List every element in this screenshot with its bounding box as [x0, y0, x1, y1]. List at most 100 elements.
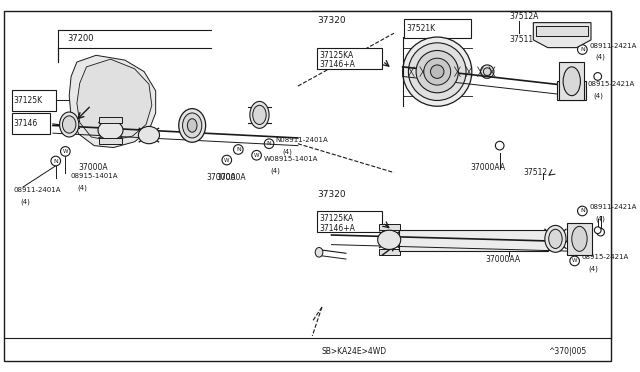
Text: 37512A: 37512A [509, 12, 539, 21]
Text: 37146+A: 37146+A [319, 224, 355, 233]
Circle shape [577, 206, 587, 216]
Text: 08911-2421A: 08911-2421A [589, 43, 636, 49]
Text: N: N [267, 141, 271, 146]
Text: (4): (4) [20, 198, 30, 205]
Ellipse shape [408, 43, 466, 100]
Text: 08915-2421A: 08915-2421A [587, 81, 634, 87]
Polygon shape [209, 81, 257, 130]
Ellipse shape [483, 68, 491, 76]
Text: 37512: 37512 [524, 168, 548, 177]
Text: N: N [580, 208, 585, 214]
Ellipse shape [563, 67, 580, 96]
Ellipse shape [315, 247, 323, 257]
Circle shape [264, 139, 274, 148]
Polygon shape [404, 19, 471, 38]
Ellipse shape [403, 37, 472, 106]
Text: 37146+A: 37146+A [319, 60, 355, 70]
Text: W: W [63, 149, 68, 154]
Ellipse shape [416, 51, 458, 93]
Text: N: N [53, 158, 58, 164]
Text: 37125KA: 37125KA [319, 214, 353, 223]
Polygon shape [399, 230, 548, 251]
Text: (4): (4) [588, 265, 598, 272]
Text: W: W [578, 86, 583, 90]
Text: W: W [572, 259, 577, 263]
Text: 37320: 37320 [317, 16, 346, 25]
Text: (4): (4) [77, 185, 87, 191]
Circle shape [594, 73, 602, 80]
Text: 37200: 37200 [67, 35, 94, 44]
Ellipse shape [431, 65, 444, 78]
Ellipse shape [188, 119, 197, 132]
Text: 37320: 37320 [317, 190, 346, 199]
Polygon shape [99, 138, 122, 144]
Polygon shape [536, 26, 588, 36]
Text: W08915-1401A: W08915-1401A [264, 156, 319, 162]
Text: SB>KA24E>4WD: SB>KA24E>4WD [322, 347, 387, 356]
Ellipse shape [481, 65, 494, 78]
Ellipse shape [138, 126, 159, 144]
Circle shape [51, 156, 61, 166]
Text: ^370|005: ^370|005 [548, 347, 586, 356]
Text: 37000A: 37000A [216, 173, 246, 182]
Text: N: N [236, 147, 241, 152]
Text: 37000A: 37000A [207, 173, 236, 182]
Ellipse shape [98, 121, 123, 140]
Text: 08911-2421A: 08911-2421A [589, 204, 636, 210]
Text: 37000AA: 37000AA [471, 163, 506, 172]
Circle shape [570, 256, 579, 266]
Ellipse shape [424, 58, 451, 85]
Text: (4): (4) [594, 92, 604, 99]
Polygon shape [161, 67, 223, 132]
Text: 08915-1401A: 08915-1401A [70, 173, 118, 179]
Text: 08911-2401A: 08911-2401A [13, 187, 61, 193]
Text: 37000A: 37000A [79, 163, 108, 172]
Polygon shape [317, 211, 383, 232]
Polygon shape [12, 90, 56, 111]
Ellipse shape [63, 116, 76, 133]
Polygon shape [4, 11, 611, 361]
Circle shape [596, 228, 604, 236]
Polygon shape [567, 222, 592, 255]
Text: 37146: 37146 [13, 119, 38, 128]
Polygon shape [379, 249, 400, 255]
Text: (4): (4) [596, 215, 605, 222]
Ellipse shape [250, 102, 269, 128]
Text: (4): (4) [270, 167, 280, 174]
Ellipse shape [253, 105, 266, 125]
Polygon shape [63, 48, 171, 158]
Circle shape [252, 150, 261, 160]
Polygon shape [557, 81, 586, 100]
Polygon shape [69, 55, 156, 148]
Text: (4): (4) [596, 54, 605, 61]
Text: 37125K: 37125K [13, 96, 43, 105]
Text: (4): (4) [282, 148, 292, 155]
Circle shape [575, 83, 585, 93]
Ellipse shape [548, 229, 562, 248]
Polygon shape [312, 11, 611, 186]
Circle shape [222, 155, 232, 165]
Polygon shape [317, 48, 383, 69]
Circle shape [577, 45, 587, 54]
Ellipse shape [378, 230, 401, 249]
Text: 37000AA: 37000AA [485, 254, 520, 263]
Text: 08915-2421A: 08915-2421A [581, 254, 628, 260]
Ellipse shape [572, 226, 587, 251]
Polygon shape [12, 113, 50, 134]
Polygon shape [559, 62, 584, 100]
Ellipse shape [60, 112, 79, 137]
Text: 37511: 37511 [509, 35, 533, 44]
Ellipse shape [545, 225, 566, 252]
Text: 37125KA: 37125KA [319, 51, 353, 60]
Text: W: W [254, 153, 259, 158]
Text: 37521K: 37521K [406, 24, 436, 33]
Circle shape [61, 147, 70, 156]
Text: N: N [580, 47, 585, 52]
Circle shape [595, 227, 601, 234]
Ellipse shape [179, 109, 205, 142]
Polygon shape [99, 117, 122, 123]
Polygon shape [77, 59, 152, 141]
Circle shape [234, 145, 243, 154]
Circle shape [495, 141, 504, 150]
Text: N08911-2401A: N08911-2401A [276, 137, 328, 143]
